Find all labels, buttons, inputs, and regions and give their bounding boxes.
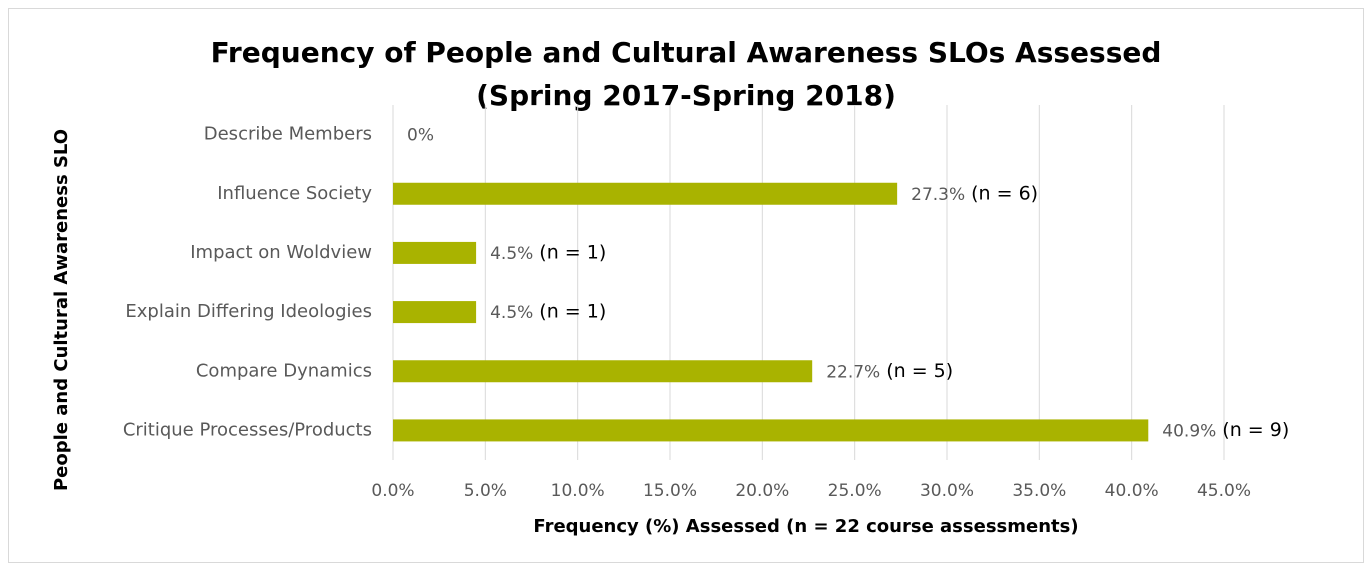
bar <box>393 301 477 324</box>
x-axis-title: Frequency (%) Assessed (n = 22 course as… <box>533 516 1078 537</box>
y-tick-label: Explain Differing Ideologies <box>125 301 372 322</box>
x-tick-label: 25.0% <box>828 481 882 501</box>
y-tick-label: Influence Society <box>217 183 372 204</box>
value-label: 27.3% <box>911 185 965 205</box>
x-tick-label: 30.0% <box>920 481 974 501</box>
chart-subtitle: (Spring 2017-Spring 2018) <box>476 79 896 112</box>
y-tick-label: Critique Processes/Products <box>123 419 372 440</box>
x-tick-label: 15.0% <box>643 481 697 501</box>
annotation: (n = 5) <box>886 360 953 382</box>
x-tick-label: 35.0% <box>1012 481 1066 501</box>
chart-title: Frequency of People and Cultural Awarene… <box>211 36 1162 69</box>
y-tick-label: Impact on Woldview <box>190 242 372 263</box>
bar <box>393 241 477 264</box>
value-label: 22.7% <box>826 362 880 382</box>
value-label: 4.5% <box>490 244 533 264</box>
y-tick-label: Compare Dynamics <box>196 360 372 381</box>
bar <box>393 360 813 383</box>
y-axis-title: People and Cultural Awareness SLO <box>51 129 72 491</box>
y-tick-label: Describe Members <box>204 124 372 145</box>
x-tick-label: 45.0% <box>1197 481 1251 501</box>
x-tick-label: 0.0% <box>371 481 414 501</box>
bar <box>393 419 1149 442</box>
x-tick-label: 20.0% <box>735 481 789 501</box>
annotation: (n = 6) <box>971 182 1038 204</box>
annotation: (n = 9) <box>1222 419 1289 441</box>
annotation: (n = 1) <box>539 301 606 323</box>
value-label: 40.9% <box>1162 421 1216 441</box>
value-label: 0% <box>407 126 434 146</box>
bar <box>393 182 898 205</box>
x-tick-label: 40.0% <box>1105 481 1159 501</box>
value-label: 4.5% <box>490 303 533 323</box>
x-tick-label: 10.0% <box>551 481 605 501</box>
x-tick-label: 5.0% <box>464 481 507 501</box>
chart-border <box>8 8 1364 563</box>
annotation: (n = 1) <box>539 241 606 263</box>
